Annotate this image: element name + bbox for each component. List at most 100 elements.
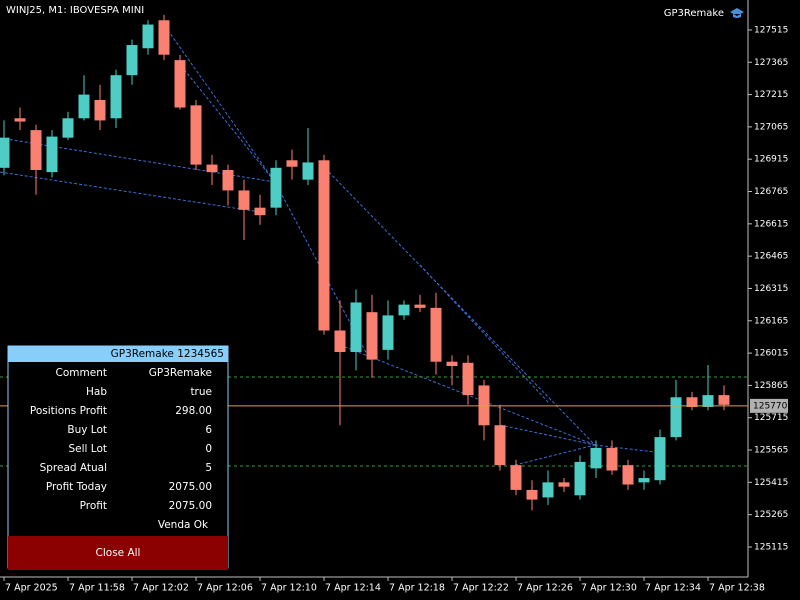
y-tick-label: 127365 <box>754 58 788 68</box>
panel-row-value: 6 <box>205 424 212 436</box>
y-tick-label: 125715 <box>754 413 788 423</box>
candle-body <box>14 118 26 122</box>
candle-body <box>558 482 570 487</box>
panel-row-value: 0 <box>205 443 212 455</box>
candle-body <box>430 307 442 362</box>
y-tick-label: 125115 <box>754 542 788 552</box>
panel-row-label: Hab <box>86 386 107 398</box>
candle-body <box>254 207 266 216</box>
y-tick-label: 126915 <box>754 155 788 165</box>
candle-body <box>302 162 314 180</box>
panel-row-value: 2075.00 <box>169 481 212 493</box>
y-tick-label: 126015 <box>754 349 788 359</box>
candle-body <box>318 160 330 331</box>
panel-title: GP3Remake 1234565 <box>111 348 224 360</box>
x-tick-label: 7 Apr 12:38 <box>709 583 765 594</box>
candle-body <box>174 60 186 108</box>
candle-body <box>510 465 522 490</box>
indicator-name: GP3Remake <box>664 8 724 19</box>
panel-row-value: true <box>190 386 212 398</box>
candle-body <box>382 315 394 350</box>
panel-row-label: Comment <box>56 367 107 379</box>
candle-body <box>350 302 362 353</box>
candle-body <box>126 45 138 76</box>
y-tick-label: 127065 <box>754 122 788 132</box>
y-tick-label: 127515 <box>754 25 788 35</box>
candle-body <box>286 160 298 167</box>
panel-row-value: 298.00 <box>175 405 212 417</box>
candle-body <box>686 397 698 407</box>
trend-line <box>0 171 261 213</box>
x-tick-label: 7 Apr 12:18 <box>389 583 445 594</box>
x-tick-label: 7 Apr 11:58 <box>69 583 125 594</box>
candle-body <box>654 437 666 481</box>
panel-row-label: Spread Atual <box>40 462 107 474</box>
current-price-box <box>750 398 788 413</box>
candle-body <box>574 461 586 496</box>
candle-body <box>590 447 602 469</box>
candle-body <box>366 312 378 360</box>
candle-body <box>606 447 618 471</box>
trend-line <box>499 424 596 446</box>
indicator-icon <box>730 8 744 18</box>
y-tick-label: 127215 <box>754 90 788 100</box>
trend-line <box>514 444 596 466</box>
candle-body <box>446 361 458 367</box>
candle-body <box>158 20 170 55</box>
candle-body <box>30 130 42 170</box>
x-tick-label: 7 Apr 12:30 <box>581 583 637 594</box>
panel-row-label: Profit <box>80 500 107 512</box>
candle-body <box>0 137 10 168</box>
y-tick-label: 125415 <box>754 478 788 488</box>
candle-body <box>222 169 234 191</box>
y-tick-label: 125565 <box>754 446 788 456</box>
candle-body <box>462 362 474 396</box>
candle-body <box>622 465 634 485</box>
trend-line <box>419 264 549 403</box>
candle-body <box>718 395 730 405</box>
y-tick-label: 126465 <box>754 252 788 262</box>
close-all-button[interactable] <box>8 536 228 570</box>
x-tick-label: 7 Apr 2025 <box>5 583 58 594</box>
trend-line <box>177 61 276 183</box>
candle-body <box>110 75 122 119</box>
candle-body <box>62 118 74 138</box>
candle-body <box>526 489 538 500</box>
x-tick-label: 7 Apr 12:06 <box>197 583 253 594</box>
info-panel: GP3Remake 1234565 Venda Ok Comment GP3Rem… <box>7 345 229 570</box>
candle-body <box>542 482 554 498</box>
candle-body <box>238 190 250 210</box>
candle-body <box>494 425 506 466</box>
y-tick-label: 126165 <box>754 316 788 326</box>
panel-row-label: Buy Lot <box>67 424 107 436</box>
button-label[interactable]: Close All <box>96 547 141 559</box>
panel-row-label: Sell Lot <box>68 443 107 455</box>
y-tick-label: 126615 <box>754 219 788 229</box>
candle-body <box>94 99 106 121</box>
candle-body <box>670 397 682 438</box>
trend-line <box>321 164 596 446</box>
x-tick-label: 7 Apr 12:34 <box>645 583 701 594</box>
candle-body <box>142 24 154 49</box>
x-tick-label: 7 Apr 12:26 <box>517 583 573 594</box>
trend-line <box>594 444 656 453</box>
panel-row-label: Positions Profit <box>30 405 107 417</box>
status-text: Venda Ok <box>158 519 209 531</box>
candle-body <box>638 478 650 483</box>
candle-body <box>334 330 346 353</box>
candle-body <box>398 304 410 316</box>
candle-body <box>478 385 490 426</box>
y-tick-label: 125865 <box>754 381 788 391</box>
plot: 127515 127365 127215 127065 126915 126765 1266… <box>0 14 788 594</box>
candle-body <box>206 164 218 173</box>
candle-body <box>46 136 58 173</box>
x-tick-label: 7 Apr 12:22 <box>453 583 509 594</box>
candle-body <box>190 105 202 165</box>
current-price-label: 125770 <box>753 401 788 411</box>
candle-body <box>702 395 714 407</box>
y-tick-label: 126315 <box>754 284 788 294</box>
panel-row-label: Profit Today <box>46 481 107 493</box>
candle-body <box>270 167 282 208</box>
